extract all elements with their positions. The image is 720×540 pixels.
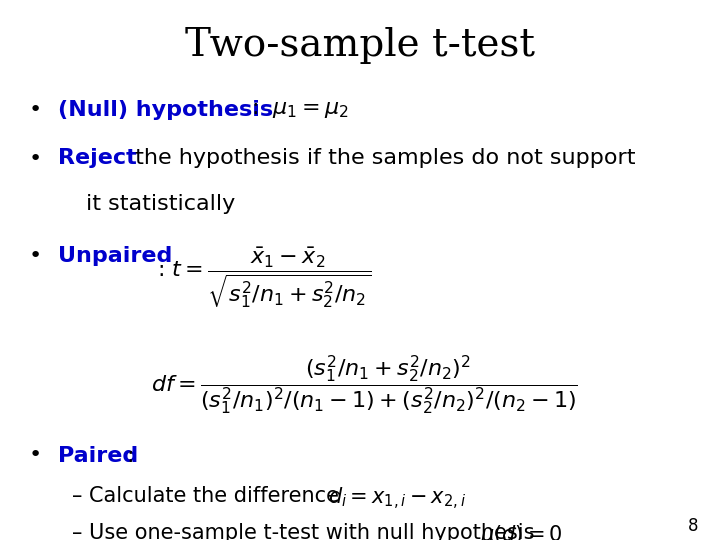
Text: 8: 8 xyxy=(688,517,698,535)
Text: the hypothesis if the samples do not support: the hypothesis if the samples do not sup… xyxy=(128,148,636,168)
Text: •: • xyxy=(29,100,42,120)
Text: – Calculate the difference: – Calculate the difference xyxy=(72,486,339,506)
Text: :  $\mu_1 = \mu_2$: : $\mu_1 = \mu_2$ xyxy=(251,100,348,120)
Text: •: • xyxy=(29,446,42,465)
Text: $df = \dfrac{(s_1^2/n_1 + s_2^2/n_2)^2}{(s_1^2/n_1)^2/(n_1-1) + (s_2^2/n_2)^2/(n: $df = \dfrac{(s_1^2/n_1 + s_2^2/n_2)^2}{… xyxy=(151,354,578,417)
Text: (Null) hypothesis: (Null) hypothesis xyxy=(58,100,273,120)
Text: Two-sample t-test: Two-sample t-test xyxy=(185,27,535,64)
Text: $\mu(d) = 0$: $\mu(d) = 0$ xyxy=(480,523,563,540)
Text: Reject: Reject xyxy=(58,148,136,168)
Text: – Use one-sample t-test with null hypothesis: – Use one-sample t-test with null hypoth… xyxy=(72,523,534,540)
Text: •: • xyxy=(29,148,42,168)
Text: $d_i = x_{1,i} - x_{2,i}$: $d_i = x_{1,i} - x_{2,i}$ xyxy=(328,486,466,512)
Text: Unpaired: Unpaired xyxy=(58,246,172,266)
Text: :: : xyxy=(126,446,133,465)
Text: it statistically: it statistically xyxy=(86,194,235,214)
Text: Paired: Paired xyxy=(58,446,138,465)
Text: •: • xyxy=(29,246,42,266)
Text: : $t = \dfrac{\bar{x}_1 - \bar{x}_2}{\sqrt{s_1^2/n_1 + s_2^2/n_2}}$: : $t = \dfrac{\bar{x}_1 - \bar{x}_2}{\sq… xyxy=(157,246,371,310)
